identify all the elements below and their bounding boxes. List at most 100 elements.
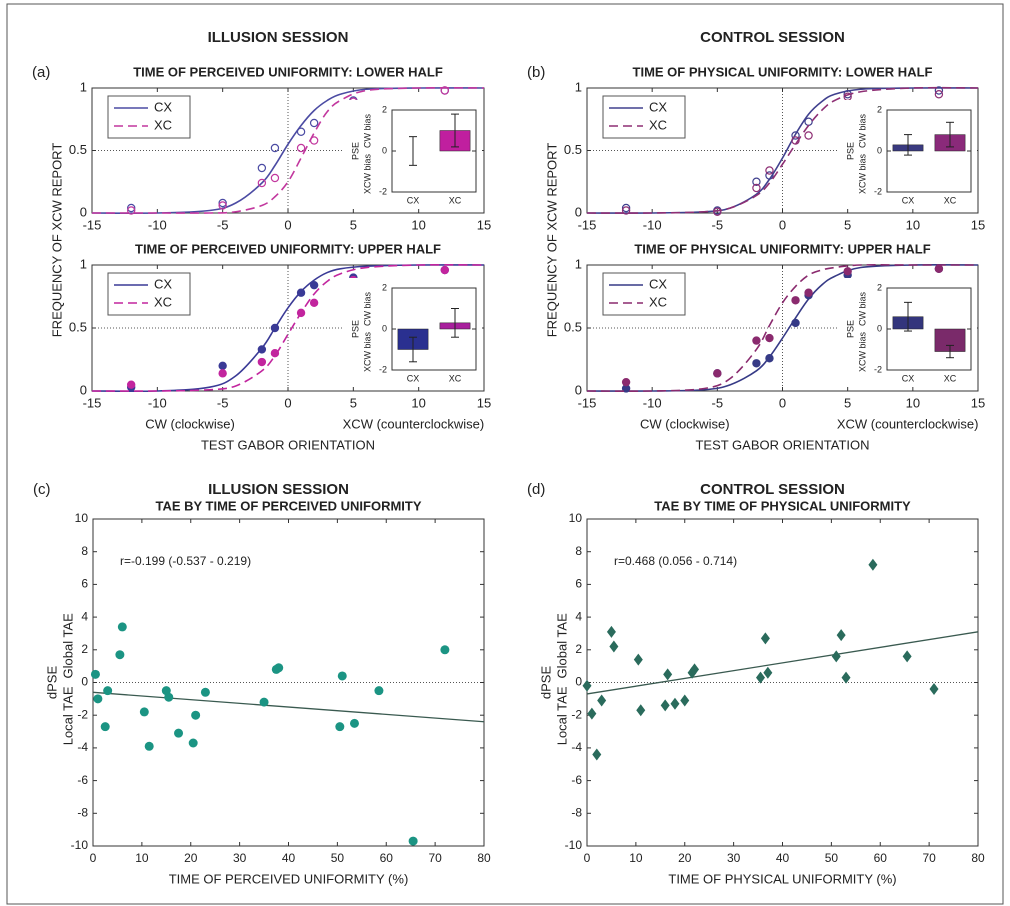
x-axis-label: XCW (counterclockwise) (343, 416, 485, 431)
inset-category-label: XC (449, 373, 462, 383)
legend-label: XC (649, 294, 667, 309)
data-point (756, 671, 766, 684)
data-point (296, 127, 306, 136)
y-axis-label: Local TAE (60, 686, 75, 745)
data-point (337, 671, 347, 681)
data-point (752, 336, 761, 345)
x-tick-label: -5 (712, 395, 724, 410)
data-point (349, 718, 359, 728)
data-point (374, 686, 384, 696)
inset-y-label: PSE (845, 142, 855, 160)
data-point (270, 349, 280, 358)
x-tick-label: 10 (411, 217, 425, 232)
data-point (309, 118, 319, 128)
data-point (791, 318, 800, 328)
legend-label: XC (649, 117, 667, 132)
fit-curve (91, 264, 485, 393)
x-tick-label: -15 (578, 217, 597, 232)
y-tick-label: 10 (75, 511, 89, 525)
y-tick-label: 2 (81, 642, 88, 656)
x-tick-label: 15 (477, 395, 491, 410)
data-point (752, 359, 761, 368)
data-point (621, 203, 631, 213)
inset-y-label: CW bias (857, 113, 867, 148)
fit-curve (91, 87, 485, 214)
x-tick-label: 40 (776, 851, 790, 865)
x-tick-label: 0 (779, 395, 786, 410)
x-tick-label: -15 (83, 217, 102, 232)
data-point (309, 298, 319, 307)
data-point (752, 183, 761, 193)
subplot-title: TIME OF PERCEIVED UNIFORMITY: LOWER HALF (133, 64, 443, 79)
session-title: ILLUSION SESSION (208, 29, 349, 46)
session-title: CONTROL SESSION (700, 481, 845, 498)
y-tick-label: 4 (575, 609, 582, 623)
data-point (587, 707, 597, 720)
y-tick-label: 0 (575, 382, 582, 397)
y-tick-label: 6 (575, 577, 582, 591)
x-tick-label: 50 (331, 851, 345, 865)
data-point (335, 722, 345, 732)
x-tick-label: 5 (350, 217, 357, 232)
data-point (690, 663, 700, 676)
x-tick-label: 30 (233, 851, 247, 865)
x-tick-label: 10 (629, 851, 643, 865)
data-point (174, 728, 184, 738)
data-point (760, 632, 770, 645)
fit-curve (586, 264, 979, 392)
y-tick-label: -6 (571, 773, 582, 787)
x-tick-label: 0 (284, 217, 291, 232)
y-tick-label: 0.5 (69, 319, 87, 334)
data-point (621, 206, 631, 215)
legend-label: XC (154, 117, 172, 132)
data-point (609, 640, 619, 653)
data-point (93, 694, 103, 704)
data-point (791, 131, 800, 140)
x-tick-label: 80 (971, 851, 985, 865)
x-tick-label: -5 (217, 395, 229, 410)
data-point (296, 308, 306, 318)
data-point (765, 333, 774, 343)
x-tick-label: 15 (971, 395, 985, 410)
x-axis-label: TIME OF PHYSICAL UNIFORMITY (%) (668, 871, 896, 886)
legend-label: CX (154, 276, 172, 291)
data-point (841, 671, 851, 684)
data-point (582, 679, 592, 692)
y-tick-label: 0.5 (69, 142, 87, 157)
y-tick-label: -2 (379, 186, 387, 196)
data-point (804, 288, 813, 297)
x-tick-label: -10 (643, 217, 662, 232)
data-point (117, 622, 127, 632)
data-point (115, 650, 125, 660)
data-point (713, 207, 722, 216)
x-axis-label: TEST GABOR ORIENTATION (695, 437, 869, 452)
y-tick-label: -6 (77, 773, 88, 787)
regression-line (586, 631, 979, 695)
x-tick-label: -15 (578, 395, 597, 410)
data-point (257, 357, 267, 367)
x-axis-label: XCW (counterclockwise) (837, 416, 979, 431)
y-tick-label: 0 (80, 204, 87, 219)
data-point (257, 345, 267, 354)
data-point (188, 738, 198, 748)
x-tick-label: 15 (477, 217, 491, 232)
y-axis-label: FREQUENCY OF XCW REPORT (49, 143, 64, 338)
data-point (440, 265, 449, 275)
fit-curve (92, 87, 485, 214)
data-point (660, 699, 670, 712)
data-point (713, 369, 722, 378)
data-point (791, 136, 800, 145)
data-point (440, 645, 450, 655)
data-point (836, 629, 846, 642)
data-point (606, 625, 616, 638)
y-tick-label: 1 (80, 256, 87, 271)
x-tick-label: 10 (906, 395, 920, 410)
data-point (218, 198, 227, 208)
session-title: ILLUSION SESSION (208, 481, 349, 498)
data-point (765, 166, 774, 175)
data-point (218, 201, 227, 210)
y-tick-label: 1 (80, 79, 87, 94)
x-tick-label: -5 (712, 217, 724, 232)
inset-y-label: CW bias (362, 291, 372, 326)
